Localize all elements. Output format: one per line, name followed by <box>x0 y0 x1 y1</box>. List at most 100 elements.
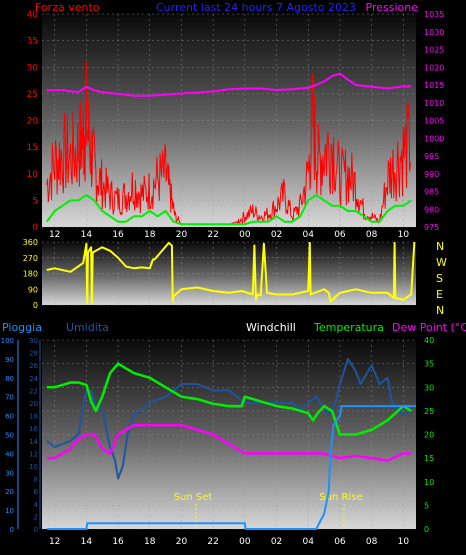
chart-marks: 0510152025303540975980985990995100010051… <box>1 10 447 547</box>
humidity-tick-label: 26 <box>29 362 38 370</box>
wind-tick-label: 35 <box>27 37 38 47</box>
rain-tick-label: 0 <box>10 526 14 534</box>
direction-tick-label: 180 <box>23 270 38 279</box>
bottom-x-tick-label: 04 <box>303 537 315 547</box>
pressure-tick-label: 1025 <box>424 46 444 55</box>
top-x-tick-label: 06 <box>334 230 346 240</box>
wind-gust-line <box>45 194 412 226</box>
wind-tick-label: 10 <box>27 170 39 180</box>
windchill-legend: Windchill <box>246 321 296 334</box>
temp-tick-label: 0 <box>424 525 429 534</box>
pressure-tick-label: 1030 <box>424 28 444 37</box>
humidity-tick-label: 28 <box>29 350 38 358</box>
humidity-axis-title: Umidita <box>66 321 109 334</box>
humidity-tick-label: 10 <box>29 463 38 471</box>
humidity-tick-label: 6 <box>34 488 39 496</box>
pressure-tick-label: 990 <box>424 170 439 179</box>
wind-speed-line <box>46 61 411 225</box>
wind-tick-label: 25 <box>27 90 38 100</box>
top-x-tick-label: 18 <box>144 230 156 240</box>
rain-tick-label: 20 <box>5 488 14 496</box>
humidity-tick-label: 8 <box>34 476 38 484</box>
top-x-tick-label: 04 <box>303 230 315 240</box>
top-x-tick-label: 12 <box>49 230 60 240</box>
pressure-tick-label: 975 <box>424 223 439 232</box>
humidity-tick-label: 18 <box>29 413 38 421</box>
bottom-x-tick-label: 02 <box>271 537 282 547</box>
humidity-tick-label: 0 <box>34 526 38 534</box>
bottom-x-tick-label: 06 <box>334 537 346 547</box>
pressure-axis-title: Pressione <box>366 1 419 14</box>
dewpoint-line <box>46 423 412 462</box>
compass-label: N <box>436 240 444 253</box>
sunrise-label: Sun Rise <box>319 492 362 503</box>
temp-tick-label: 30 <box>424 383 434 392</box>
wind-tick-label: 15 <box>27 143 38 153</box>
humidity-line <box>46 357 412 480</box>
wind-direction-line <box>46 241 416 305</box>
rain-tick-label: 50 <box>5 432 14 440</box>
rain-tick-label: 100 <box>1 337 14 345</box>
temp-tick-label: 5 <box>424 501 429 510</box>
humidity-tick-label: 20 <box>29 400 38 408</box>
pressure-tick-label: 1035 <box>424 10 444 19</box>
bottom-x-tick-label: 18 <box>144 537 156 547</box>
humidity-tick-label: 12 <box>29 450 38 458</box>
rain-tick-label: 60 <box>5 413 14 421</box>
bottom-x-tick-label: 08 <box>366 537 378 547</box>
humidity-tick-label: 14 <box>29 438 38 446</box>
rain-tick-label: 40 <box>5 450 14 458</box>
top-x-tick-label: 22 <box>207 230 218 240</box>
rain-tick-label: 90 <box>5 356 14 364</box>
humidity-tick-label: 16 <box>29 425 38 433</box>
wind-tick-label: 20 <box>27 117 39 127</box>
pressure-tick-label: 1005 <box>424 117 444 126</box>
pressure-line <box>46 72 412 97</box>
temp-tick-label: 20 <box>424 431 434 440</box>
rain-axis-title: Pioggia <box>2 321 42 334</box>
pressure-tick-label: 1015 <box>424 81 444 90</box>
bottom-x-tick-label: 00 <box>239 537 251 547</box>
bottom-x-tick-label: 10 <box>398 537 410 547</box>
humidity-tick-label: 30 <box>29 337 38 345</box>
rain-tick-label: 10 <box>5 507 14 515</box>
direction-tick-label: 90 <box>28 285 38 294</box>
temp-tick-label: 15 <box>424 454 434 463</box>
pressure-tick-label: 1020 <box>424 63 444 72</box>
rain-line <box>46 405 416 530</box>
wind-tick-label: 5 <box>32 196 38 206</box>
temperature-legend: Temperatura <box>313 321 384 334</box>
top-x-tick-label: 08 <box>366 230 378 240</box>
compass-label: E <box>436 288 443 301</box>
compass-label: S <box>436 272 443 285</box>
top-x-tick-label: 14 <box>81 230 93 240</box>
temp-tick-label: 40 <box>424 336 434 345</box>
wind-tick-label: 40 <box>27 10 39 20</box>
wind-tick-label: 0 <box>32 223 38 233</box>
pressure-tick-label: 1010 <box>424 99 444 108</box>
humidity-tick-label: 24 <box>29 375 38 383</box>
pressure-tick-label: 980 <box>424 205 439 214</box>
bottom-x-tick-label: 22 <box>207 537 218 547</box>
bottom-x-tick-label: 14 <box>81 537 93 547</box>
top-x-tick-label: 20 <box>176 230 188 240</box>
wind-tick-label: 30 <box>27 63 39 73</box>
wind-axis-title: Forza vento <box>35 1 100 14</box>
rain-tick-label: 70 <box>5 394 14 402</box>
compass-label: N <box>436 304 444 317</box>
chart-title: Current last 24 hours 7 Agosto 2023 <box>156 1 356 14</box>
top-x-tick-label: 16 <box>112 230 124 240</box>
compass-label: W <box>436 256 447 269</box>
humidity-tick-label: 2 <box>34 513 38 521</box>
temp-tick-label: 10 <box>424 478 434 487</box>
top-x-tick-label: 02 <box>271 230 282 240</box>
bottom-x-tick-label: 20 <box>176 537 188 547</box>
direction-tick-label: 270 <box>23 254 38 263</box>
humidity-tick-label: 4 <box>34 501 39 509</box>
direction-tick-label: 0 <box>33 301 38 310</box>
temperature-line <box>46 362 412 436</box>
top-x-tick-label: 00 <box>239 230 251 240</box>
rain-tick-label: 30 <box>5 469 14 477</box>
